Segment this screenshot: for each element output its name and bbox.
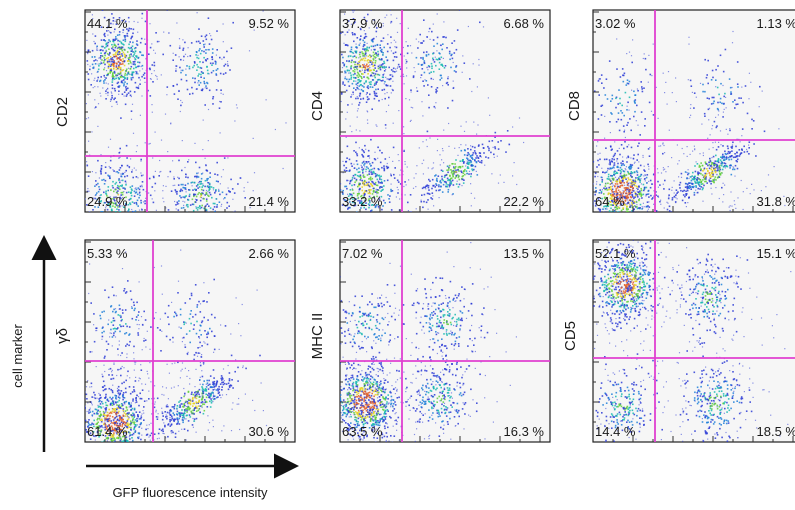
quadrant-pct-lower-right: 31.8 % (757, 194, 795, 209)
cluster-upper_left (88, 251, 159, 382)
quadrant-pct-lower-right: 16.3 % (504, 424, 545, 439)
cluster-lower_right (390, 71, 525, 212)
marker-label: CD2 (54, 97, 71, 127)
quadrant-pct-lower-left: 14.4 % (595, 424, 636, 439)
quadrant-pct-upper-left: 3.02 % (595, 16, 636, 31)
cluster-lower_left (340, 85, 495, 212)
panel-6: 52.1 % 15.1 % 14.4 % 18.5 % CD5 (562, 239, 795, 443)
axis-ticks (85, 11, 286, 212)
quadrant-pct-lower-left: 63.5 % (342, 424, 383, 439)
dot-cloud (340, 10, 525, 212)
panel-2: 37.9 % 6.68 % 33.2 % 22.2 % CD4 (309, 9, 551, 213)
cluster-upper_left (593, 240, 697, 398)
axis-ticks (85, 241, 286, 442)
dot-cloud (593, 240, 792, 442)
quadrant-pct-upper-right: 1.13 % (757, 16, 795, 31)
dot-cloud (593, 30, 786, 212)
quadrant-pct-upper-right: 9.52 % (249, 16, 290, 31)
quadrant-pct-lower-right: 21.4 % (249, 194, 290, 209)
marker-label: CD5 (562, 321, 579, 351)
quadrant-pct-upper-left: 5.33 % (87, 246, 128, 261)
panel-3: 3.02 % 1.13 % 64 % 31.8 % CD8 (566, 9, 795, 213)
quadrant-pct-lower-left: 24.9 % (87, 194, 128, 209)
cluster-lower_right (122, 323, 268, 441)
axis-ticks (593, 11, 794, 212)
quadrant-pct-lower-right: 22.2 % (504, 194, 545, 209)
axis-ticks (593, 241, 794, 442)
quadrant-pct-lower-left: 64 % (595, 194, 625, 209)
cluster-lower_left (593, 86, 723, 212)
dot-cloud (85, 249, 268, 442)
cluster-lower_left (595, 333, 684, 442)
quadrant-pct-lower-left: 33.2 % (342, 194, 383, 209)
panel-5: 7.02 % 13.5 % 63.5 % 16.3 % MHC II (309, 239, 551, 443)
cluster-upper_left (340, 10, 438, 129)
quadrant-pct-upper-right: 6.68 % (504, 16, 545, 31)
axis-ticks (340, 241, 541, 442)
quadrant-pct-upper-right: 2.66 % (249, 246, 290, 261)
quadrant-pct-upper-left: 44.1 % (87, 16, 128, 31)
quadrant-pct-upper-left: 7.02 % (342, 246, 383, 261)
quadrant-pct-lower-left: 61.4 % (87, 424, 128, 439)
plot-area (84, 9, 296, 213)
marker-label: MHC II (309, 313, 326, 360)
plot-area (339, 239, 551, 443)
cluster-lower_left (85, 329, 198, 442)
marker-label: CD4 (309, 91, 326, 121)
plot-area (339, 9, 551, 213)
cluster-upper_left (340, 262, 435, 393)
quadrant-pct-upper-right: 13.5 % (504, 246, 545, 261)
cluster-lower_right (635, 337, 789, 442)
cluster-upper_right (628, 30, 780, 165)
marker-label: CD8 (566, 91, 583, 121)
cluster-lower_right (633, 75, 786, 212)
quadrant-pct-upper-left: 37.9 % (342, 16, 383, 31)
panel-4: 5.33 % 2.66 % 61.4 % 30.6 % γδ (54, 239, 296, 443)
marker-label: γδ (54, 328, 71, 344)
cluster-upper_right (639, 247, 792, 392)
quadrant-pct-upper-left: 52.1 % (595, 246, 636, 261)
quadrant-pct-lower-right: 30.6 % (249, 424, 290, 439)
cluster-upper_left (594, 36, 690, 170)
quadrant-pct-upper-right: 15.1 % (757, 246, 795, 261)
cluster-upper_right (115, 249, 258, 388)
cluster-lower_right (131, 122, 287, 212)
cluster-lower_right (392, 307, 511, 442)
cluster-lower_left (340, 319, 453, 442)
cluster-lower_left (85, 89, 180, 212)
dot-cloud (340, 242, 517, 442)
cluster-upper_right (369, 10, 485, 133)
axis-ticks (340, 11, 541, 212)
dot-cloud (85, 10, 287, 212)
y-axis-title: cell marker (10, 324, 25, 388)
cluster-upper_right (145, 10, 276, 131)
x-axis-title: GFP fluorescence intensity (112, 485, 268, 500)
panel-1: 44.1 % 9.52 % 24.9 % 21.4 % CD2 (54, 9, 296, 213)
quadrant-pct-lower-right: 18.5 % (757, 424, 795, 439)
cluster-upper_left (85, 10, 181, 156)
